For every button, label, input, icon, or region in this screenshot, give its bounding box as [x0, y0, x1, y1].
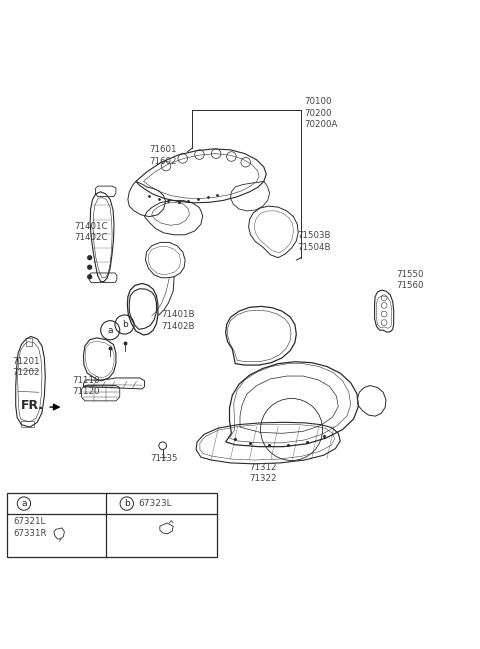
Circle shape [88, 265, 92, 269]
Text: 70100
70200
70200A: 70100 70200 70200A [304, 97, 338, 129]
Text: 71401C
71402C: 71401C 71402C [74, 222, 108, 242]
Text: 71312
71322: 71312 71322 [250, 463, 277, 484]
Text: 67321L
67331R: 67321L 67331R [14, 517, 48, 537]
Text: b: b [124, 499, 130, 508]
Circle shape [88, 256, 92, 260]
Circle shape [88, 275, 92, 278]
Text: 71110
71120: 71110 71120 [72, 376, 99, 396]
Text: 71503B
71504B: 71503B 71504B [297, 232, 331, 252]
Text: a: a [21, 499, 27, 508]
Text: b: b [121, 320, 127, 329]
Text: 71601
71602: 71601 71602 [149, 145, 177, 165]
Text: 71550
71560: 71550 71560 [396, 269, 424, 290]
Text: a: a [108, 326, 113, 335]
Text: 71201
71202: 71201 71202 [12, 357, 39, 378]
Text: FR.: FR. [21, 399, 44, 412]
Bar [7, 493, 217, 557]
Text: 71401B
71402B: 71401B 71402B [161, 310, 195, 330]
Text: 67323L: 67323L [138, 499, 172, 508]
Text: 71135: 71135 [151, 454, 178, 463]
